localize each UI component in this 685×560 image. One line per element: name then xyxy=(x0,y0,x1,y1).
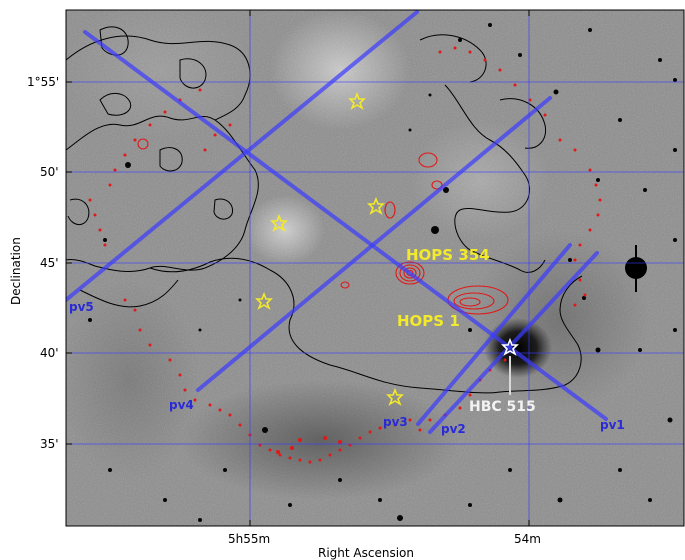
x-axis-title: Right Ascension xyxy=(318,546,414,560)
star-marker xyxy=(255,291,273,310)
black-contours xyxy=(66,26,583,394)
pv1-label: pv1 xyxy=(600,418,625,432)
pv4-label: pv4 xyxy=(169,398,194,412)
ytick-label: 40' xyxy=(40,346,59,360)
star-marker xyxy=(386,387,404,406)
xtick-label: 54m xyxy=(514,532,541,546)
hops354-label: HOPS 354 xyxy=(406,246,490,264)
tick-marks xyxy=(66,10,530,526)
pv5-line xyxy=(66,10,419,302)
coordinate-grid xyxy=(66,10,684,526)
pv-cut-lines xyxy=(66,10,608,434)
star-marker xyxy=(348,91,366,110)
star-marker xyxy=(270,213,288,232)
pv3-line xyxy=(428,251,599,434)
hbc515-marker xyxy=(501,337,519,395)
pv2-label: pv2 xyxy=(441,422,466,436)
pv4-line xyxy=(196,96,552,392)
star-marker xyxy=(367,196,385,215)
ytick-label: 50' xyxy=(40,165,59,179)
ytick-label: 1°55' xyxy=(27,75,59,89)
ytick-label: 45' xyxy=(40,256,59,270)
red-contours xyxy=(137,138,509,315)
pv1-line xyxy=(83,30,608,421)
pv3-label: pv3 xyxy=(383,415,408,429)
plot-frame xyxy=(65,9,685,527)
star-markers xyxy=(255,91,404,406)
hbc515-label: HBC 515 xyxy=(469,399,536,415)
ytick-label: 35' xyxy=(40,437,59,451)
pv2-line xyxy=(416,243,572,426)
y-axis-title: Declination xyxy=(9,237,23,305)
hops1-label: HOPS 1 xyxy=(397,312,460,330)
xtick-label: 5h55m xyxy=(228,532,270,546)
pv5-label: pv5 xyxy=(69,300,94,314)
